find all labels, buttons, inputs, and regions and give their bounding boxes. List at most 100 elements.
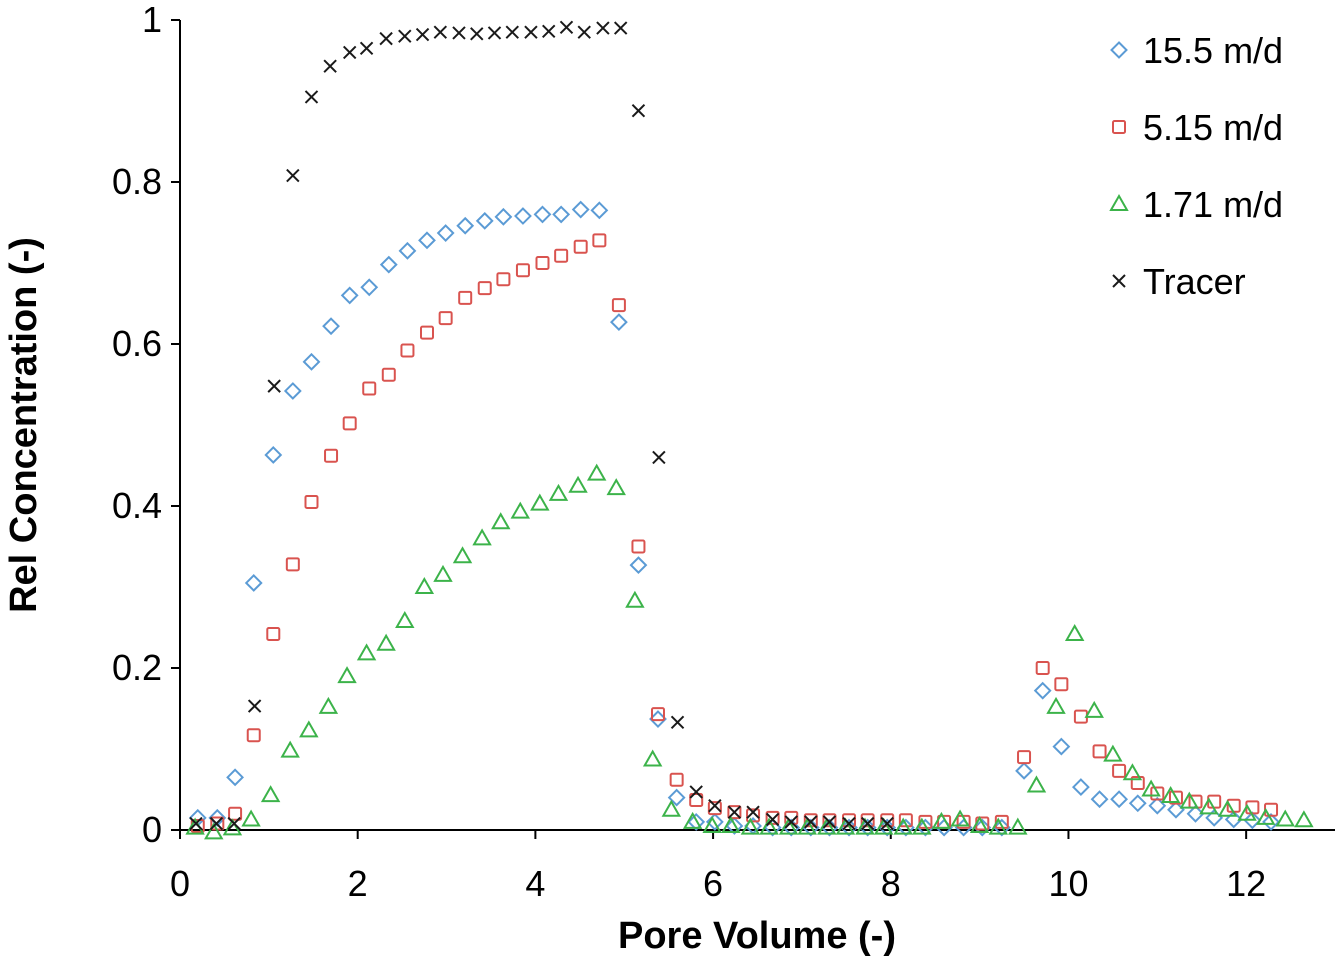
y-tick-label: 0.4 xyxy=(112,485,162,526)
data-point xyxy=(682,811,703,829)
data-point xyxy=(611,298,626,313)
data-point xyxy=(1168,790,1183,805)
data-point xyxy=(535,256,550,270)
data-point xyxy=(1186,804,1205,823)
x-ticks: 0 2 4 6 8 10 12 xyxy=(170,830,1266,904)
legend-marker xyxy=(1110,41,1128,59)
data-point xyxy=(702,815,722,833)
data-point xyxy=(784,815,798,829)
data-point xyxy=(285,557,300,572)
data-point xyxy=(778,817,799,835)
series-4-markers xyxy=(189,20,894,831)
x-tick-label: 12 xyxy=(1226,863,1266,904)
data-point xyxy=(689,785,703,799)
legend-marker xyxy=(1109,193,1129,211)
data-point xyxy=(708,798,722,813)
data-point xyxy=(1110,790,1129,809)
legend-item: 1.71 m/d xyxy=(1109,184,1283,225)
data-point xyxy=(1255,807,1276,825)
data-point xyxy=(1073,709,1088,724)
legend-label: 15.5 m/d xyxy=(1143,30,1283,71)
data-point xyxy=(452,26,466,40)
data-point xyxy=(631,104,646,118)
data-markers xyxy=(185,20,1314,840)
data-point xyxy=(912,817,932,835)
data-point xyxy=(822,813,837,828)
data-point xyxy=(855,817,875,835)
data-point xyxy=(419,325,434,340)
data-point xyxy=(571,200,590,219)
data-point xyxy=(304,494,319,509)
data-point xyxy=(379,31,393,46)
legend-label: 5.15 m/d xyxy=(1143,107,1283,148)
data-point xyxy=(1128,794,1147,813)
data-point xyxy=(226,768,244,787)
data-point xyxy=(458,290,473,305)
x-tick-label: 8 xyxy=(881,863,901,904)
x-tick-label: 2 xyxy=(348,863,368,904)
data-point xyxy=(266,626,281,641)
data-point xyxy=(322,317,340,336)
data-point xyxy=(931,811,952,829)
legend-item: 5.15 m/d xyxy=(1112,107,1283,148)
data-point xyxy=(727,805,742,820)
data-point xyxy=(631,539,646,554)
data-point xyxy=(477,281,492,296)
data-point xyxy=(356,643,377,661)
data-point xyxy=(487,26,502,40)
data-point xyxy=(1103,744,1123,762)
data-point xyxy=(667,788,686,807)
data-point xyxy=(721,815,741,833)
series-1-markers xyxy=(188,200,1280,837)
data-point xyxy=(669,772,684,787)
data-point xyxy=(592,233,607,248)
data-point xyxy=(362,381,377,396)
data-point xyxy=(552,205,571,224)
data-point xyxy=(244,574,263,592)
data-point xyxy=(577,25,591,39)
data-point xyxy=(1243,811,1262,830)
x-tick-label: 4 xyxy=(525,863,545,904)
data-point xyxy=(398,241,417,260)
data-point xyxy=(740,817,761,835)
data-point xyxy=(1141,779,1161,797)
data-point xyxy=(530,493,550,511)
data-point xyxy=(650,707,665,722)
data-point xyxy=(652,450,666,465)
data-point xyxy=(1148,796,1167,815)
data-point xyxy=(559,20,574,34)
data-point xyxy=(418,231,436,250)
data-point xyxy=(1130,776,1145,791)
legend-marker xyxy=(1112,274,1126,288)
y-tick-label: 0 xyxy=(142,809,162,850)
data-point xyxy=(340,286,359,305)
legend-label: Tracer xyxy=(1143,261,1246,302)
data-point xyxy=(759,817,779,835)
data-point xyxy=(1150,786,1165,801)
data-point xyxy=(360,278,379,297)
data-point xyxy=(337,666,357,684)
data-point xyxy=(414,576,435,594)
data-point xyxy=(746,808,761,823)
data-point xyxy=(1237,803,1257,821)
data-point xyxy=(542,24,556,39)
y-tick-label: 1 xyxy=(142,0,162,40)
data-point xyxy=(209,816,224,831)
plot-area: 0 0.2 0.4 0.6 0.8 1 0 2 4 6 8 10 12 xyxy=(112,0,1335,904)
data-point xyxy=(661,799,682,817)
series-2-markers xyxy=(190,233,1279,833)
legend-label: 1.71 m/d xyxy=(1143,184,1283,225)
data-point xyxy=(568,475,588,493)
data-point xyxy=(1262,812,1280,831)
data-point xyxy=(260,785,281,803)
data-point xyxy=(359,41,374,56)
data-point xyxy=(381,367,396,382)
data-point xyxy=(204,822,224,840)
data-point xyxy=(318,696,339,714)
data-point xyxy=(1084,700,1104,718)
data-point xyxy=(988,817,1008,835)
data-point xyxy=(765,812,780,827)
data-point xyxy=(548,483,569,501)
data-point xyxy=(1122,763,1143,781)
data-point xyxy=(880,816,894,831)
